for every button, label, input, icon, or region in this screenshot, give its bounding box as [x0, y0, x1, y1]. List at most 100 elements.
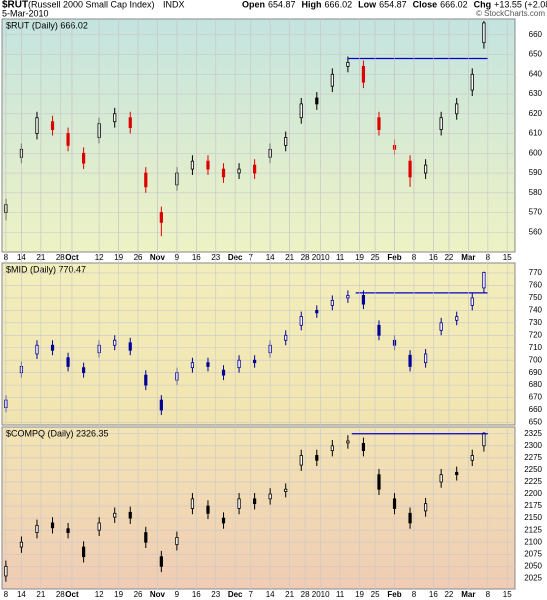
candle-body [237, 498, 241, 509]
candle-body [284, 488, 288, 493]
candle-body [361, 65, 366, 83]
candle-body [482, 22, 486, 44]
candle-body [482, 432, 486, 447]
candle-body [97, 522, 101, 531]
y-tick-label: 730 [529, 318, 543, 327]
candle-body [346, 440, 350, 444]
candle-body [330, 299, 334, 306]
x-tick-label: 23 [211, 590, 220, 599]
candle-body [299, 455, 303, 466]
candle-body [284, 334, 288, 341]
candle-body [330, 445, 334, 452]
candle-body [144, 172, 148, 188]
y-tick-label: 640 [529, 69, 543, 78]
x-tick-label: 19 [355, 590, 364, 599]
candle-body [470, 73, 474, 91]
candle-body [50, 121, 55, 130]
y-tick-label: 680 [529, 380, 543, 389]
candle-body [113, 339, 117, 346]
x-tick-label: Mar [461, 590, 475, 599]
quote-value: 666.02 [440, 0, 468, 9]
x-tick-label: 15 [503, 590, 512, 599]
y-tick-label: 770 [529, 268, 543, 277]
candle-body [82, 367, 86, 374]
candle-body [66, 133, 70, 146]
candle-body [144, 374, 148, 386]
candle-body [221, 369, 226, 376]
y-tick-label: 2175 [524, 501, 542, 510]
candle-body [470, 455, 474, 461]
candle-body [190, 160, 195, 170]
y-tick-label: 2275 [524, 453, 542, 462]
y-tick-label: 650 [529, 50, 543, 59]
candle-body [237, 359, 241, 369]
y-tick-label: 2200 [524, 489, 542, 498]
quote-value: +13.55 (+2.08%) [494, 0, 547, 9]
candle-body [113, 512, 117, 518]
candle-body [470, 297, 474, 306]
candle-body [439, 322, 443, 331]
panel-background [1, 426, 516, 590]
y-tick-label: 710 [529, 343, 543, 352]
y-tick-label: 560 [529, 227, 543, 236]
candle-body [361, 442, 366, 452]
x-tick-label: 21 [36, 590, 45, 599]
quote-value: 666.02 [325, 0, 353, 9]
y-tick-label: 650 [529, 418, 543, 427]
candle-body [206, 362, 210, 367]
y-tick-label: 2225 [524, 477, 542, 486]
date: 5-Mar-2010 [2, 8, 49, 18]
candle-body [113, 113, 117, 123]
x-tick-label: 2010 [312, 590, 330, 599]
x-tick-label: 16 [192, 590, 201, 599]
y-tick-label: 2025 [524, 574, 542, 583]
candle-body [35, 344, 39, 355]
y-tick-label: 620 [529, 109, 543, 118]
quote-value: 654.87 [379, 0, 407, 9]
y-tick-label: 610 [529, 129, 543, 138]
panel-background [1, 262, 516, 426]
x-tick-label: 11 [336, 590, 345, 599]
candle-body [284, 137, 288, 146]
candle-body [190, 362, 195, 369]
y-tick-label: 2050 [524, 561, 542, 570]
index-name: (Russell 2000 Small Cap Index) [28, 0, 155, 9]
y-tick-label: 2325 [524, 429, 542, 438]
candle-body [392, 498, 397, 509]
candle-body [455, 316, 459, 321]
y-tick-label: 750 [529, 293, 543, 302]
y-tick-label: 580 [529, 188, 543, 197]
candle-body [299, 103, 303, 119]
x-tick-label: 7 [249, 590, 254, 599]
y-tick-label: 570 [529, 208, 543, 217]
x-tick-label: Oct [65, 590, 79, 599]
x-tick-label: 8 [486, 590, 491, 599]
candle-body [315, 309, 319, 314]
panel-legend: $COMPQ (Daily) 2326.35 [6, 428, 109, 438]
candle-body [190, 498, 195, 509]
copyright: © StockCharts.com [476, 9, 545, 18]
candle-body [35, 524, 39, 533]
x-tick-label: 8 [412, 590, 417, 599]
x-tick-label: 14 [17, 590, 26, 599]
candle-body [408, 160, 412, 178]
candle-body [315, 455, 319, 461]
x-tick-label: 14 [266, 590, 275, 599]
candle-body [50, 344, 55, 351]
x-tick-label: 28 [301, 590, 310, 599]
x-tick-label: Feb [387, 590, 401, 599]
candle-body [299, 316, 303, 326]
x-tick-label: 26 [134, 590, 143, 599]
y-tick-label: 2250 [524, 465, 542, 474]
candle-body [206, 505, 210, 514]
y-tick-label: 700 [529, 355, 543, 364]
candle-body [128, 511, 132, 519]
candle-body [377, 474, 381, 490]
x-tick-label: Dec [228, 590, 243, 599]
x-tick-label: 28 [56, 590, 65, 599]
candle-body [128, 342, 132, 351]
candle-body [377, 117, 381, 130]
y-tick-label: 690 [529, 368, 543, 377]
candle-body [19, 541, 24, 548]
